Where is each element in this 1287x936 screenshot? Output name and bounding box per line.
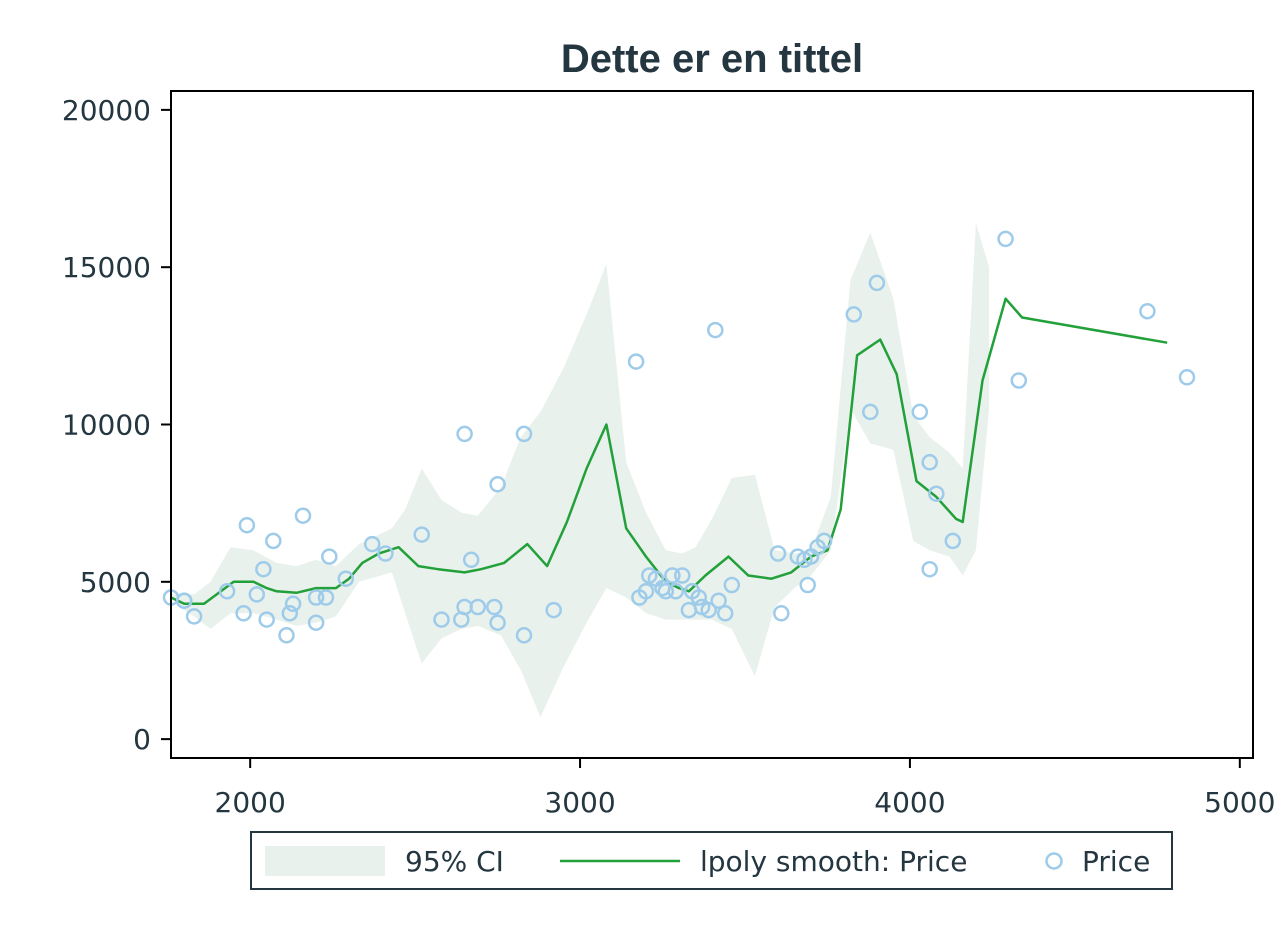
price-point xyxy=(248,586,266,603)
price-point xyxy=(723,576,741,594)
price-point xyxy=(710,592,727,609)
price-point xyxy=(515,425,533,443)
x-tick-label: 3000 xyxy=(544,786,615,819)
price-point xyxy=(489,476,506,493)
price-point xyxy=(862,403,879,421)
legend-swatch-price xyxy=(1045,852,1063,870)
chart-title: Dette er en tittel xyxy=(561,37,863,81)
price-point xyxy=(515,627,533,644)
price-point xyxy=(317,589,335,606)
y-tick-label: 20000 xyxy=(62,94,151,127)
legend-label-price: Price xyxy=(1082,845,1150,878)
price-point xyxy=(657,583,675,600)
price-point xyxy=(868,274,886,292)
price-point xyxy=(845,306,863,323)
price-point xyxy=(307,589,325,606)
ci-band xyxy=(171,223,990,718)
price-point xyxy=(769,545,787,562)
price-point xyxy=(337,570,355,587)
legend-box xyxy=(250,831,1173,890)
price-point xyxy=(278,627,295,644)
price-point xyxy=(413,526,430,543)
price-point xyxy=(928,485,945,502)
price-point xyxy=(1139,302,1156,320)
price-point xyxy=(363,535,381,553)
x-tick-label: 4000 xyxy=(874,786,945,819)
x-tick-label: 5000 xyxy=(1204,786,1275,819)
plot-area xyxy=(162,223,1196,718)
price-point xyxy=(1178,369,1196,386)
x-tick-label: 2000 xyxy=(215,786,286,819)
price-point xyxy=(637,583,655,600)
price-point xyxy=(997,230,1014,248)
price-point xyxy=(294,507,312,524)
price-point xyxy=(255,560,272,578)
price-point xyxy=(486,598,503,616)
axes: 2000 3000 4000 5000 0 5000 10000 15000 20000 xyxy=(62,91,1275,819)
price-point xyxy=(921,454,938,471)
price-point xyxy=(716,605,734,622)
price-point xyxy=(690,589,708,606)
legend-label-ci: 95% CI xyxy=(405,845,504,878)
price-point xyxy=(238,516,256,534)
legend: 95% CI lpoly smooth: Price Price xyxy=(250,831,1173,890)
smooth-line xyxy=(170,297,1168,606)
price-point xyxy=(175,592,193,609)
price-point xyxy=(433,611,450,628)
price-point xyxy=(456,425,473,443)
price-point xyxy=(944,532,962,550)
price-point xyxy=(377,545,394,562)
legend-label-smooth: lpoly smooth: Price xyxy=(700,845,967,878)
y-tick-label: 5000 xyxy=(80,566,151,599)
y-tick-label: 0 xyxy=(133,723,151,756)
price-point xyxy=(258,611,275,628)
legend-swatch-ci xyxy=(265,846,385,876)
price-point xyxy=(545,601,562,619)
price-point xyxy=(185,608,203,625)
price-point xyxy=(815,532,833,550)
price-point xyxy=(799,576,816,594)
y-tick-label: 10000 xyxy=(62,409,151,442)
price-point xyxy=(284,595,302,613)
plot-frame xyxy=(170,90,1254,759)
price-point xyxy=(911,403,929,421)
price-point xyxy=(489,614,506,631)
price-point xyxy=(218,583,236,600)
price-point xyxy=(469,598,487,616)
price-point xyxy=(667,583,684,600)
price-point xyxy=(664,567,681,584)
price-point xyxy=(265,532,282,550)
price-point xyxy=(700,601,717,619)
price-point xyxy=(921,560,938,578)
price-point xyxy=(1010,372,1028,389)
price-point xyxy=(707,321,724,339)
price-point xyxy=(281,605,299,622)
price-point xyxy=(627,353,645,370)
price-point xyxy=(307,614,325,631)
price-point xyxy=(773,605,790,622)
price-point xyxy=(235,605,252,622)
price-point xyxy=(674,567,691,584)
price-point xyxy=(321,548,338,565)
price-point xyxy=(462,551,480,569)
y-tick-label: 15000 xyxy=(62,251,151,284)
